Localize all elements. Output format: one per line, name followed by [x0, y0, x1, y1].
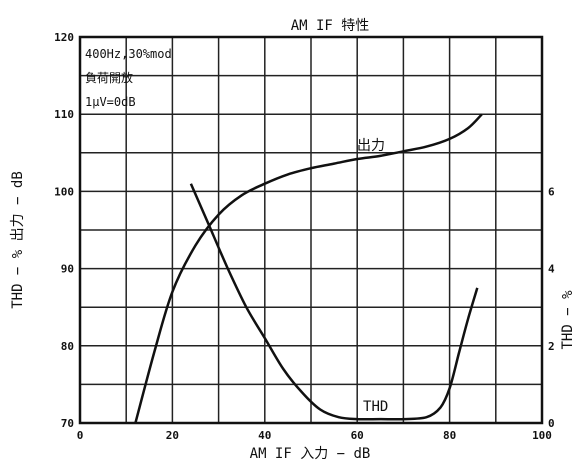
y-tick-label-right: 0: [548, 417, 555, 430]
series-label-output: 出力: [357, 138, 385, 154]
y-tick-label-right: 6: [548, 185, 555, 198]
x-tick-label: 60: [351, 429, 364, 442]
x-tick-label: 0: [77, 429, 84, 442]
conditions-note: 400Hz,30%mod 負荷開放 1μV=0dB: [85, 47, 172, 109]
x-tick-label: 40: [258, 429, 271, 442]
x-tick-label: 80: [443, 429, 456, 442]
y-tick-label-right: 2: [548, 340, 555, 353]
chart-title: AM IF 特性: [291, 18, 370, 34]
note-line-2: 負荷開放: [85, 70, 133, 85]
note-line-3: 1μV=0dB: [85, 95, 136, 109]
y-tick-label-left: 120: [54, 31, 74, 44]
plot-frame: [78, 35, 544, 425]
x-tick-label: 20: [166, 429, 179, 442]
series-line-output: [134, 113, 483, 424]
series-line-thd: [189, 183, 479, 421]
y-tick-label-left: 80: [61, 340, 74, 353]
x-axis-label: AM IF 入力 − dB: [250, 446, 371, 462]
grid: [80, 37, 542, 423]
y-tick-label-right: 4: [548, 263, 555, 276]
note-line-1: 400Hz,30%mod: [85, 47, 172, 61]
series-label-thd: THD: [363, 399, 388, 415]
y-axis-label-right: THD − %: [560, 290, 576, 350]
series: 出力 THD: [134, 113, 483, 424]
y-axis-label-left: THD − % 出力 − dB: [10, 171, 26, 309]
y-tick-label-left: 100: [54, 185, 74, 198]
ticks: 0 20 40 60 80 100 70 80 90 100 110 120 0 2 4 6: [54, 31, 555, 442]
y-tick-label-left: 90: [61, 263, 74, 276]
x-tick-label: 100: [532, 429, 552, 442]
y-tick-label-left: 70: [61, 417, 74, 430]
y-tick-label-left: 110: [54, 108, 74, 121]
